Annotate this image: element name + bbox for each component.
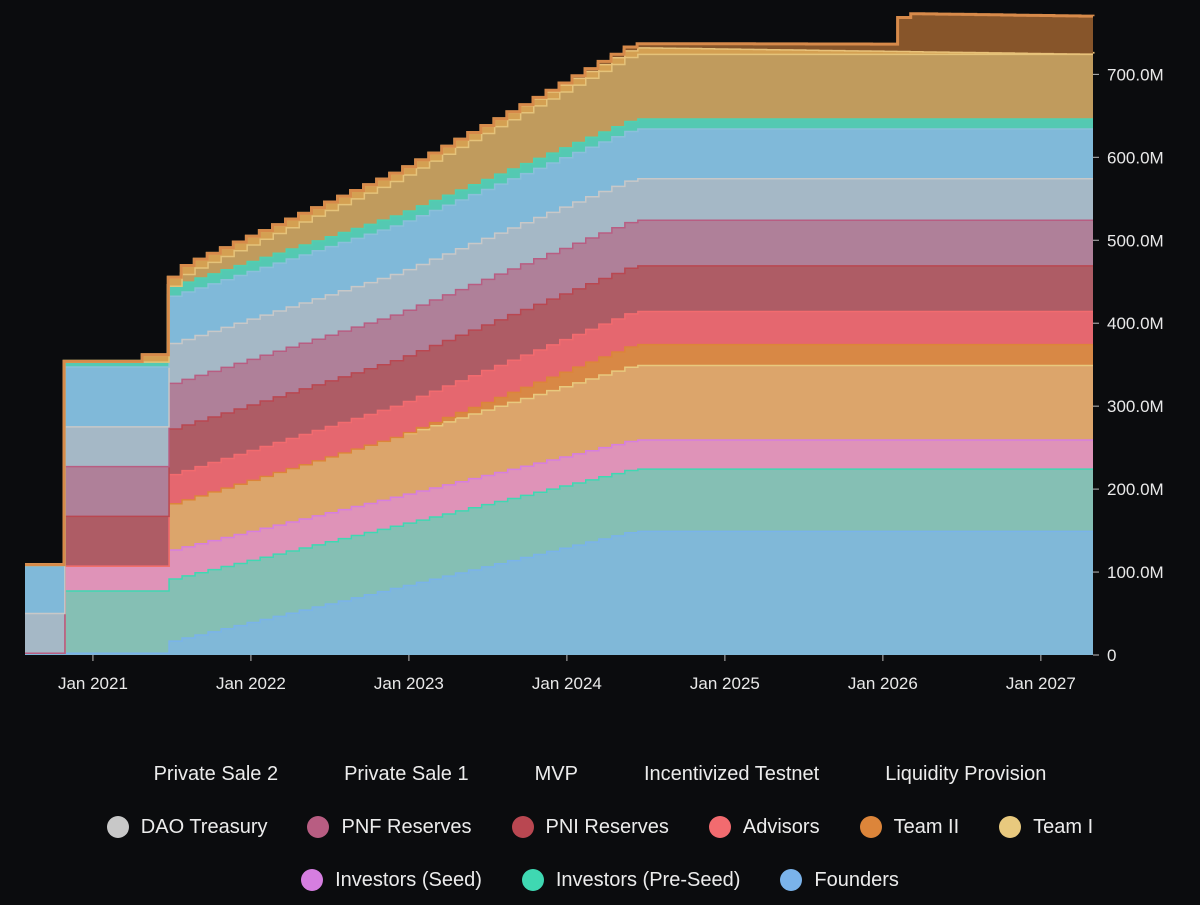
- legend-swatch-pnf-reserves: [307, 816, 330, 838]
- legend-swatch-dao-treasury: [106, 816, 129, 838]
- x-tick-label: Jan 2022: [216, 674, 286, 693]
- y-tick-label: 600.0M: [1107, 148, 1164, 167]
- area-investors-pre-seed[interactable]: [25, 468, 1093, 653]
- legend-row-2: DAO Treasury PNF Reserves PNI Reserves A…: [0, 811, 1200, 843]
- x-axis: Jan 2021 Jan 2022 Jan 2023 Jan 2024 Jan 2025…: [58, 655, 1076, 693]
- x-tick-label: Jan 2025: [690, 674, 760, 693]
- legend-item-advisors[interactable]: Advisors: [708, 811, 820, 843]
- legend-item-pnf-reserves[interactable]: PNF Reserves: [307, 811, 472, 843]
- x-tick-label: Jan 2026: [848, 674, 918, 693]
- legend-item-investors-pre-seed[interactable]: Investors (Pre-Seed): [521, 864, 741, 896]
- legend-swatch-team-i: [999, 816, 1022, 838]
- area-team-i[interactable]: [25, 364, 1093, 653]
- legend-swatch-investors-pre-seed: [521, 869, 544, 891]
- legend-item-private-sale-1[interactable]: Private Sale 1: [344, 758, 469, 790]
- y-tick-label: 300.0M: [1107, 397, 1164, 416]
- legend-label: Incentivized Testnet: [643, 762, 820, 785]
- legend-item-investors-seed[interactable]: Investors (Seed): [301, 864, 482, 896]
- legend-label: PNF Reserves: [341, 815, 472, 838]
- legend-label: MVP: [534, 762, 578, 785]
- area-liquidity-provision[interactable]: [25, 128, 1093, 613]
- legend-label: Liquidity Provision: [885, 762, 1047, 785]
- legend-label: Private Sale 1: [344, 762, 469, 785]
- legend-label: Team I: [1033, 815, 1094, 838]
- area-pni-reserves[interactable]: [25, 265, 1093, 653]
- legend-item-incentivized-testnet[interactable]: Incentivized Testnet: [644, 758, 819, 790]
- legend-item-team-ii[interactable]: Team II: [859, 811, 960, 843]
- legend-label: Advisors: [742, 815, 820, 838]
- y-tick-label: 100.0M: [1107, 563, 1164, 582]
- legend-label: Investors (Seed): [335, 868, 482, 891]
- legend-item-founders[interactable]: Founders: [780, 864, 899, 896]
- legend-item-private-sale-2[interactable]: Private Sale 2: [154, 758, 279, 790]
- area-pnf-reserves[interactable]: [25, 219, 1093, 653]
- legend-swatch-pni-reserves: [511, 816, 534, 838]
- x-tick-label: Jan 2023: [374, 674, 444, 693]
- y-tick-label: 200.0M: [1107, 480, 1164, 499]
- y-axis: 0 100.0M 200.0M 300.0M 400.0M 500.0M 600.0M 700…: [1093, 65, 1164, 665]
- x-tick-label: Jan 2027: [1006, 674, 1076, 693]
- stacked-area-chart: 0 100.0M 200.0M 300.0M 400.0M 500.0M 600.0M 700…: [25, 12, 1164, 693]
- area-series-group: [25, 12, 1095, 655]
- legend-swatch-investors-seed: [301, 869, 324, 891]
- area-advisors[interactable]: [25, 310, 1093, 653]
- legend-swatch-founders: [780, 869, 803, 891]
- legend-swatch-team-ii: [859, 816, 882, 838]
- legend-item-dao-treasury[interactable]: DAO Treasury: [106, 811, 268, 843]
- x-tick-label: Jan 2021: [58, 674, 128, 693]
- legend-label: Founders: [814, 868, 899, 891]
- area-founders[interactable]: [25, 530, 1093, 655]
- legend-item-team-i[interactable]: Team I: [999, 811, 1093, 843]
- legend-label: Investors (Pre-Seed): [555, 868, 741, 891]
- legend-item-pni-reserves[interactable]: PNI Reserves: [511, 811, 669, 843]
- legend-swatch-advisors: [708, 816, 731, 838]
- line-private-sale-2: [25, 12, 1095, 567]
- legend-item-mvp[interactable]: MVP: [535, 758, 578, 790]
- y-tick-label: 500.0M: [1107, 231, 1164, 250]
- y-tick-label: 0: [1107, 646, 1116, 665]
- area-mvp[interactable]: [25, 53, 1093, 565]
- y-tick-label: 400.0M: [1107, 314, 1164, 333]
- legend-row-1: Private Sale 2 Private Sale 1 MVP Incent…: [0, 758, 1200, 790]
- legend-label: DAO Treasury: [140, 815, 268, 838]
- legend-label: PNI Reserves: [545, 815, 669, 838]
- legend-label: Team II: [893, 815, 960, 838]
- y-tick-label: 700.0M: [1107, 65, 1164, 84]
- legend-row-3: Investors (Seed) Investors (Pre-Seed) Fo…: [0, 864, 1200, 896]
- legend-item-liquidity-provision[interactable]: Liquidity Provision: [885, 758, 1046, 790]
- x-tick-label: Jan 2024: [532, 674, 602, 693]
- legend-label: Private Sale 2: [153, 762, 279, 785]
- area-investors-seed[interactable]: [25, 439, 1093, 653]
